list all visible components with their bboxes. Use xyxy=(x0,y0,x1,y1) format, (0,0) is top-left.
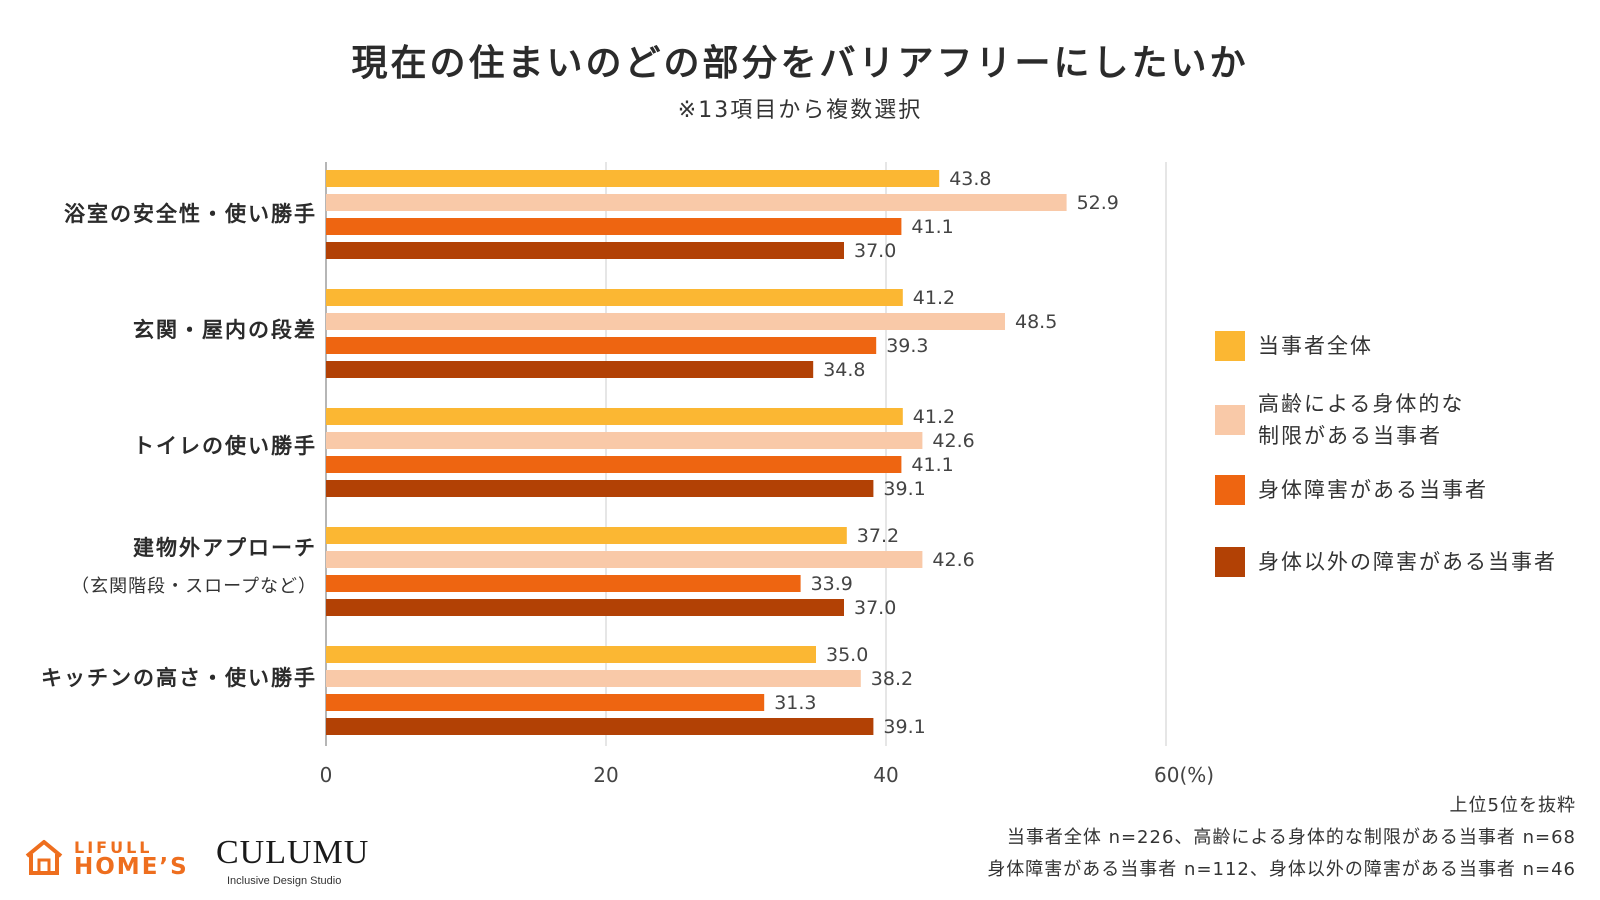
bar xyxy=(326,194,1067,211)
legend-label-line: 高齢による身体的な xyxy=(1258,392,1465,416)
data-label: 37.2 xyxy=(857,525,899,547)
data-label: 39.1 xyxy=(883,478,925,500)
chart-subtitle: ※13項目から複数選択 xyxy=(677,98,923,123)
chart-title: 現在の住まいのどの部分をバリアフリーにしたいか xyxy=(351,43,1249,84)
data-label: 38.2 xyxy=(871,668,913,690)
data-label: 41.2 xyxy=(913,287,955,309)
category-label: 浴室の安全性・使い勝手 xyxy=(17,198,317,228)
bar xyxy=(326,408,903,425)
legend-swatch xyxy=(1215,331,1245,361)
note-line: 身体障害がある当事者 n=112、身体以外の障害がある当事者 n=46 xyxy=(987,859,1576,880)
logo-homes-text: HOME’S xyxy=(74,854,189,880)
house-icon xyxy=(25,840,63,875)
category-label: 建物外アプローチ （玄関階段・スロープなど） xyxy=(17,532,317,598)
legend-swatch xyxy=(1215,475,1245,505)
data-label: 41.1 xyxy=(911,216,953,238)
bar xyxy=(326,694,765,711)
bar xyxy=(326,670,861,687)
logo-culumu-tagline: Inclusive Design Studio xyxy=(227,875,342,887)
data-label: 34.8 xyxy=(823,359,865,381)
x-tick-label: 20 xyxy=(593,763,618,787)
bar xyxy=(326,432,923,449)
data-label: 37.0 xyxy=(854,240,896,262)
note-line: 上位5位を抜粋 xyxy=(1449,795,1576,816)
legend-label-line: 制限がある当事者 xyxy=(1258,424,1442,448)
logo-culumu-text: CULUMU xyxy=(216,834,370,871)
bar xyxy=(326,218,902,235)
note-line: 当事者全体 n=226、高齢による身体的な制限がある当事者 n=68 xyxy=(1006,827,1576,848)
data-label: 35.0 xyxy=(826,644,868,666)
category-label-main: トイレの使い勝手 xyxy=(133,434,317,458)
data-label: 48.5 xyxy=(1015,311,1057,333)
legend-label: 高齢による身体的な 制限がある当事者 xyxy=(1258,388,1464,452)
legend-label: 当事者全体 xyxy=(1258,334,1373,358)
data-label: 39.3 xyxy=(886,335,928,357)
bar xyxy=(326,718,874,735)
category-label: 玄関・屋内の段差 xyxy=(17,314,317,344)
bar xyxy=(326,313,1005,330)
bar xyxy=(326,456,902,473)
data-label: 43.8 xyxy=(949,168,991,190)
bar xyxy=(326,289,903,306)
data-label: 31.3 xyxy=(774,692,816,714)
logo-lifull-text: LIFULL xyxy=(74,838,153,857)
data-label: 37.0 xyxy=(854,597,896,619)
data-label: 39.1 xyxy=(883,716,925,738)
bar xyxy=(326,599,844,616)
category-label-main: 浴室の安全性・使い勝手 xyxy=(64,202,317,226)
category-label: トイレの使い勝手 xyxy=(17,430,317,460)
bar xyxy=(326,361,814,378)
data-label: 41.1 xyxy=(911,454,953,476)
data-label: 41.2 xyxy=(913,406,955,428)
x-tick-label: 40 xyxy=(873,763,898,787)
legend-label: 身体以外の障害がある当事者 xyxy=(1258,550,1557,574)
data-label: 42.6 xyxy=(932,430,974,452)
data-label: 42.6 xyxy=(932,549,974,571)
x-tick-label: 0 xyxy=(320,763,333,787)
category-label-main: 玄関・屋内の段差 xyxy=(133,318,317,342)
bar xyxy=(326,170,940,187)
legend-label: 身体障害がある当事者 xyxy=(1258,478,1488,502)
bar xyxy=(326,527,847,544)
bar xyxy=(326,480,874,497)
bar xyxy=(326,575,801,592)
legend-swatch xyxy=(1215,547,1245,577)
category-label: キッチンの高さ・使い勝手 xyxy=(17,662,317,692)
legend-swatch xyxy=(1215,405,1245,435)
culumu-logo: CULUMU Inclusive Design Studio xyxy=(216,834,370,887)
category-label-main: キッチンの高さ・使い勝手 xyxy=(41,666,317,690)
x-tick-label: 60(%) xyxy=(1154,763,1214,787)
bar xyxy=(326,337,877,354)
bar xyxy=(326,551,923,568)
bar xyxy=(326,646,816,663)
data-label: 52.9 xyxy=(1077,192,1119,214)
category-label-main: 建物外アプローチ xyxy=(133,536,317,560)
bar xyxy=(326,242,844,259)
chart-notes: 上位5位を抜粋 当事者全体 n=226、高齢による身体的な制限がある当事者 n=… xyxy=(987,790,1576,886)
category-label-sub: （玄関階段・スロープなど） xyxy=(71,576,317,597)
data-label: 33.9 xyxy=(811,573,853,595)
